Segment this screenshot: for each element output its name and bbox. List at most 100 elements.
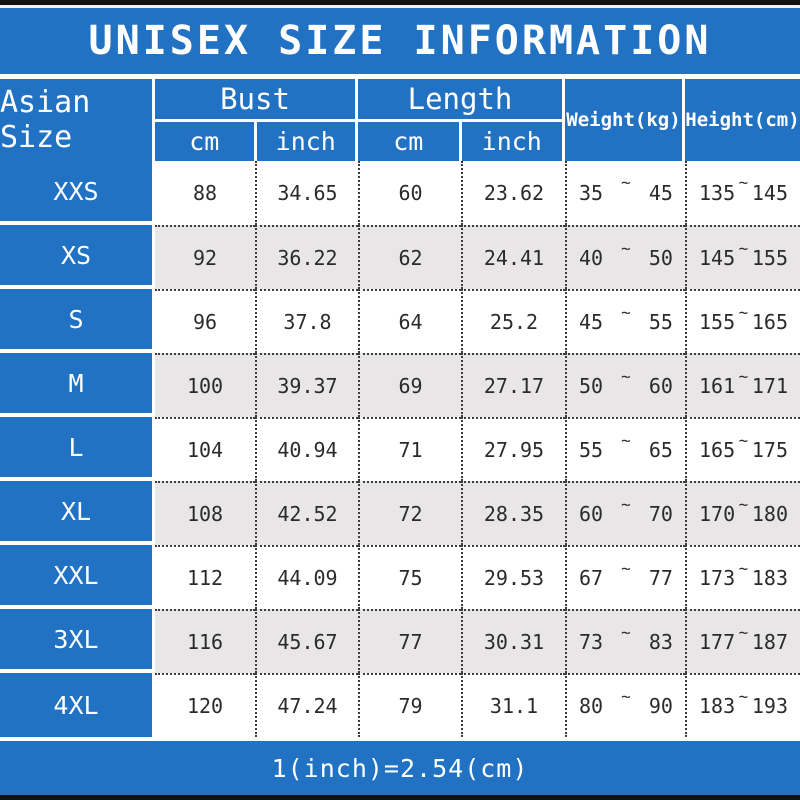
weight-range: 45 ~55 [565, 289, 685, 353]
length-cm-value: 77 [358, 609, 461, 673]
length-inch-value: 29.53 [461, 545, 565, 609]
bust-cm-value: 108 [155, 481, 255, 545]
height-range-max: 193 [751, 694, 788, 718]
height-range-max: 175 [751, 438, 788, 462]
weight-range-min: 50 [579, 374, 604, 398]
bust-cm-value: 96 [155, 289, 255, 353]
bust-cm-value: 116 [155, 609, 255, 673]
size-label: 3XL [0, 609, 155, 673]
height-range-max: 180 [751, 502, 788, 526]
column-group-bust: Bust cm inch [155, 79, 358, 161]
bust-cm-value: 120 [155, 673, 255, 737]
bust-inch-value: 36.22 [255, 225, 358, 289]
table-row: L 104 40.94 71 27.95 55 ~65 165 ~175 [0, 417, 800, 481]
column-header-bust-cm: cm [155, 122, 257, 161]
weight-range: 40 ~50 [565, 225, 685, 289]
column-group-length: Length cm inch [358, 79, 565, 161]
bust-inch-value: 45.67 [255, 609, 358, 673]
height-range: 161 ~171 [685, 353, 800, 417]
height-range: 155 ~165 [685, 289, 800, 353]
bust-cm-value: 92 [155, 225, 255, 289]
bottom-border-bar [0, 795, 800, 800]
weight-range-min: 73 [579, 630, 604, 654]
weight-range-max: 45 [648, 181, 673, 205]
height-range-min: 145 [699, 246, 736, 270]
column-group-bust-label: Bust [155, 79, 355, 122]
height-range-min: 173 [699, 566, 736, 590]
size-label: XS [0, 225, 155, 289]
length-cm-value: 62 [358, 225, 461, 289]
weight-range: 55 ~65 [565, 417, 685, 481]
bust-inch-value: 44.09 [255, 545, 358, 609]
height-range-min: 155 [699, 310, 736, 334]
weight-range-max: 83 [648, 630, 673, 654]
weight-range-min: 60 [579, 502, 604, 526]
tilde-separator: ~ [621, 173, 631, 192]
height-range: 145 ~155 [685, 225, 800, 289]
length-inch-value: 23.62 [461, 161, 565, 225]
tilde-separator: ~ [738, 173, 749, 192]
height-range-max: 187 [751, 630, 788, 654]
tilde-separator: ~ [621, 431, 631, 450]
tilde-separator: ~ [738, 559, 749, 578]
tilde-separator: ~ [738, 239, 749, 258]
height-range-min: 161 [699, 374, 736, 398]
column-header-weight: Weight(kg) [565, 79, 685, 161]
height-range-min: 170 [699, 502, 736, 526]
weight-range: 35 ~45 [565, 161, 685, 225]
bust-inch-value: 39.37 [255, 353, 358, 417]
table-row: S 96 37.8 64 25.2 45 ~55 155 ~165 [0, 289, 800, 353]
tilde-separator: ~ [738, 303, 749, 322]
tilde-separator: ~ [621, 239, 631, 258]
weight-range-max: 65 [648, 438, 673, 462]
weight-range-min: 80 [579, 694, 604, 718]
height-range: 183 ~193 [685, 673, 800, 737]
size-label: 4XL [0, 673, 155, 737]
height-range-max: 155 [751, 246, 788, 270]
table-row: XS 92 36.22 62 24.41 40 ~50 145 ~155 [0, 225, 800, 289]
bust-inch-value: 42.52 [255, 481, 358, 545]
height-range-min: 165 [699, 438, 736, 462]
tilde-separator: ~ [621, 623, 631, 642]
table-row: 3XL 116 45.67 77 30.31 73 ~83 177 ~187 [0, 609, 800, 673]
size-label: S [0, 289, 155, 353]
bust-inch-value: 40.94 [255, 417, 358, 481]
length-subheaders: cm inch [358, 122, 562, 161]
length-inch-value: 25.2 [461, 289, 565, 353]
weight-range: 80 ~90 [565, 673, 685, 737]
bust-cm-value: 100 [155, 353, 255, 417]
length-cm-value: 75 [358, 545, 461, 609]
weight-range-min: 35 [579, 181, 604, 205]
height-range-max: 165 [751, 310, 788, 334]
length-inch-value: 28.35 [461, 481, 565, 545]
length-inch-value: 30.31 [461, 609, 565, 673]
bust-subheaders: cm inch [155, 122, 355, 161]
page-title: UNISEX SIZE INFORMATION [88, 18, 712, 64]
tilde-separator: ~ [738, 623, 749, 642]
length-cm-value: 79 [358, 673, 461, 737]
bust-cm-value: 88 [192, 181, 218, 205]
weight-range: 60 ~70 [565, 481, 685, 545]
bust-inch-value: 34.65 [255, 161, 358, 225]
column-header-height: Height(cm) [685, 79, 800, 161]
height-range-max: 171 [751, 374, 788, 398]
weight-range-max: 50 [648, 246, 673, 270]
size-label: XXL [0, 545, 155, 609]
tilde-separator: ~ [738, 495, 749, 514]
tilde-separator: ~ [621, 367, 631, 386]
tilde-separator: ~ [738, 687, 749, 706]
weight-range-min: 45 [579, 310, 604, 334]
title-band: UNISEX SIZE INFORMATION [0, 8, 800, 74]
height-range-max: 145 [751, 181, 788, 205]
weight-range: 67 ~77 [565, 545, 685, 609]
footer-band: 1(inch)=2.54(cm) [0, 741, 800, 795]
weight-range-min: 55 [579, 438, 604, 462]
length-inch-value: 24.41 [461, 225, 565, 289]
column-header-length-cm: cm [358, 122, 462, 161]
column-header-asian-size: Asian Size [0, 79, 155, 161]
weight-range: 73 ~83 [565, 609, 685, 673]
length-inch-value: 27.95 [461, 417, 565, 481]
tilde-separator: ~ [621, 687, 631, 706]
height-range-min: 135 [699, 181, 736, 205]
